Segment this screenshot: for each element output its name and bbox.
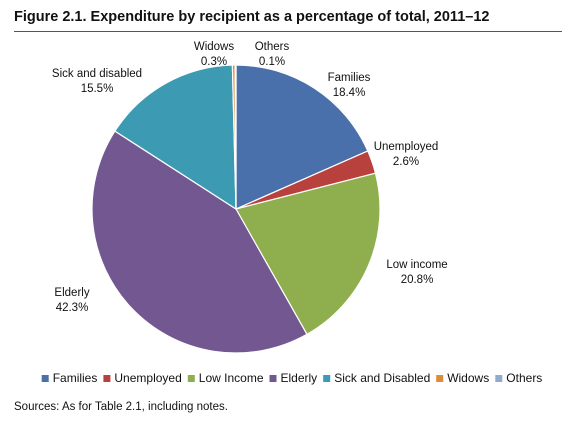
legend-item-widows: Widows (436, 371, 489, 385)
legend-swatch (495, 375, 503, 382)
legend-swatch (269, 375, 277, 382)
legend: Families Unemployed Low Income Elderly Sick … (41, 371, 542, 385)
legend-label: Widows (447, 371, 489, 385)
legend-swatch (41, 375, 49, 382)
slice-elderly (91, 130, 308, 354)
legend-item-elderly: Elderly (269, 371, 318, 385)
slice-families (235, 64, 369, 210)
legend-label: Unemployed (114, 371, 181, 385)
legend-label: Low Income (199, 371, 264, 385)
slice-labels: Families 18.4% Unemployed 2.6% Low income 20.… (52, 41, 448, 314)
legend-label: Others (506, 371, 542, 385)
legend-item-low-income: Low Income (187, 371, 264, 385)
slice-label-others: Others 0.1% (255, 41, 290, 68)
legend-item-others: Others (495, 371, 542, 385)
legend-swatch (323, 375, 331, 382)
legend-swatch (187, 375, 195, 382)
slice-sick-and-disabled (114, 64, 237, 211)
legend-label: Elderly (281, 371, 318, 385)
chart-title: Figure 2.1. Expenditure by recipient as … (14, 9, 490, 25)
sources-note: Sources: As for Table 2.1, including not… (14, 401, 228, 413)
title-divider (14, 31, 562, 32)
slice-label-families: Families 18.4% (328, 72, 371, 99)
legend-item-sick-and-disabled: Sick and Disabled (323, 371, 430, 385)
pie-slices (91, 64, 381, 354)
legend-label: Families (53, 371, 98, 385)
slice-low-income (235, 172, 381, 336)
legend-item-families: Families (41, 371, 98, 385)
legend-swatch (103, 375, 111, 382)
legend-item-unemployed: Unemployed (103, 371, 182, 385)
slice-label-sick-and-disabled: Sick and disabled 15.5% (52, 68, 142, 95)
slice-label-widows: Widows 0.3% (194, 41, 235, 68)
legend-swatch (436, 375, 444, 382)
slice-others (234, 64, 237, 210)
legend-label: Sick and Disabled (334, 371, 430, 385)
slice-label-unemployed: Unemployed 2.6% (374, 141, 439, 168)
slice-label-elderly: Elderly 42.3% (54, 287, 89, 314)
slice-label-low-income: Low income 20.8% (386, 259, 447, 286)
